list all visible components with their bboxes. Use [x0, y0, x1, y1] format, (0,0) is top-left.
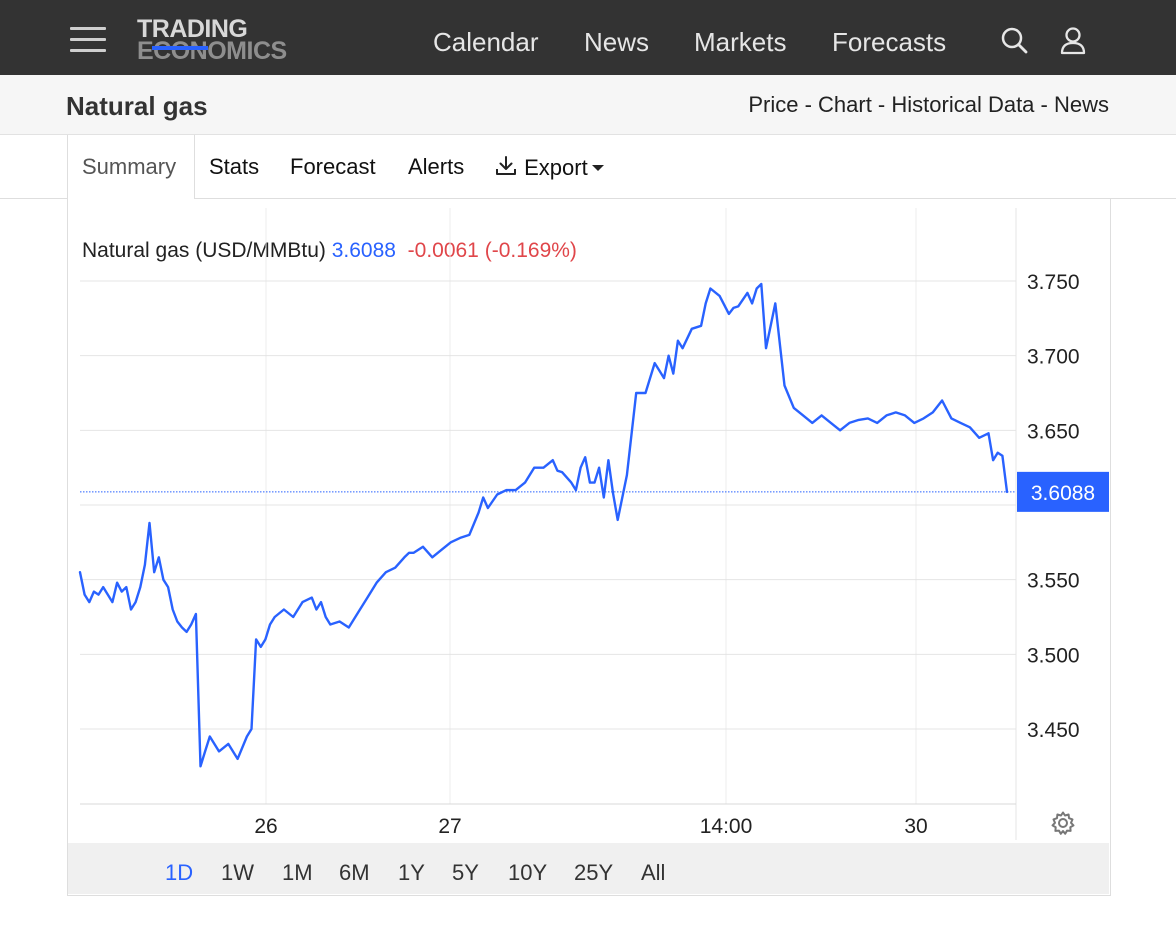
tabs-bar: Summary Stats Forecast Alerts Export — [0, 135, 1176, 199]
tab-forecast[interactable]: Forecast — [290, 154, 376, 179]
price-series-line — [78, 282, 1009, 768]
instrument-header: Natural gas Price - Chart - Historical D… — [0, 75, 1176, 135]
breadcrumb-price[interactable]: Price — [748, 92, 799, 117]
search-icon[interactable] — [1000, 26, 1030, 61]
x-tick-label: 27 — [438, 815, 461, 838]
logo-line-1: TRADING — [137, 15, 248, 43]
chevron-down-icon — [591, 164, 604, 171]
current-price: 3.6088 — [331, 239, 396, 262]
x-tick-label: 26 — [254, 815, 277, 838]
tab-summary[interactable]: Summary — [82, 154, 177, 179]
gear-icon[interactable] — [1050, 810, 1076, 841]
last-price-label: 3.6088 — [1031, 482, 1095, 505]
price-change-percent: (-0.169%) — [484, 239, 577, 262]
last-price-label-box — [1017, 471, 1109, 512]
logo-line-2: ECONOMICS — [137, 37, 287, 65]
user-icon[interactable] — [1059, 26, 1087, 61]
breadcrumb-chart[interactable]: Chart — [818, 92, 872, 117]
y-tick-label: 3.650 — [1027, 420, 1080, 443]
menu-icon[interactable] — [70, 27, 106, 53]
chart-container — [67, 198, 1111, 896]
chart-quote-header: Natural gas (USD/MMBtu) 3.6088 -0.0061 (… — [82, 239, 577, 263]
breadcrumb-separator: - — [798, 92, 819, 117]
nav-calendar[interactable]: Calendar — [433, 27, 539, 57]
page-title: Natural gas — [66, 91, 208, 121]
top-navigation-bar: TRADING ECONOMICS Calendar News Markets … — [0, 0, 1176, 75]
tab-alerts[interactable]: Alerts — [408, 154, 465, 179]
range-10y[interactable]: 10Y — [508, 860, 548, 885]
nav-markets[interactable]: Markets — [694, 27, 787, 57]
y-tick-label: 3.750 — [1027, 271, 1080, 294]
breadcrumb-historical-data[interactable]: Historical Data — [891, 92, 1035, 117]
y-tick-label: 3.450 — [1027, 719, 1080, 742]
range-1y[interactable]: 1Y — [398, 860, 425, 885]
active-range-indicator — [152, 46, 208, 50]
price-change: -0.0061 — [407, 239, 479, 262]
instrument-name: Natural gas (USD/MMBtu) — [82, 239, 326, 262]
breadcrumb: Price - Chart - Historical Data - News — [748, 92, 1109, 118]
y-tick-label: 3.700 — [1027, 346, 1080, 369]
range-1w[interactable]: 1W — [221, 860, 254, 885]
breadcrumb-separator: - — [1034, 92, 1054, 117]
export-label: Export — [524, 155, 588, 180]
export-button[interactable]: Export — [494, 154, 604, 181]
range-1d[interactable]: 1D — [165, 860, 194, 885]
range-25y[interactable]: 25Y — [574, 860, 614, 885]
range-selector: 1D 1W 1M 6M 1Y 5Y 10Y 25Y All — [68, 843, 1109, 894]
range-6m[interactable]: 6M — [339, 860, 370, 885]
x-tick-label: 14:00 — [700, 815, 753, 838]
breadcrumb-separator: - — [871, 92, 892, 117]
nav-forecasts[interactable]: Forecasts — [832, 27, 947, 57]
range-all[interactable]: All — [641, 860, 666, 885]
range-5y[interactable]: 5Y — [452, 860, 479, 885]
tab-stats[interactable]: Stats — [209, 154, 260, 179]
site-logo[interactable]: TRADING ECONOMICS — [137, 15, 287, 65]
download-icon — [496, 156, 516, 175]
breadcrumb-news[interactable]: News — [1053, 92, 1109, 117]
x-tick-label: 30 — [904, 815, 927, 838]
nav-news[interactable]: News — [584, 27, 650, 57]
tab-summary-active-box — [67, 135, 195, 199]
range-1m[interactable]: 1M — [282, 860, 313, 885]
y-tick-label: 3.500 — [1027, 644, 1080, 667]
y-tick-label: 3.550 — [1027, 570, 1080, 593]
